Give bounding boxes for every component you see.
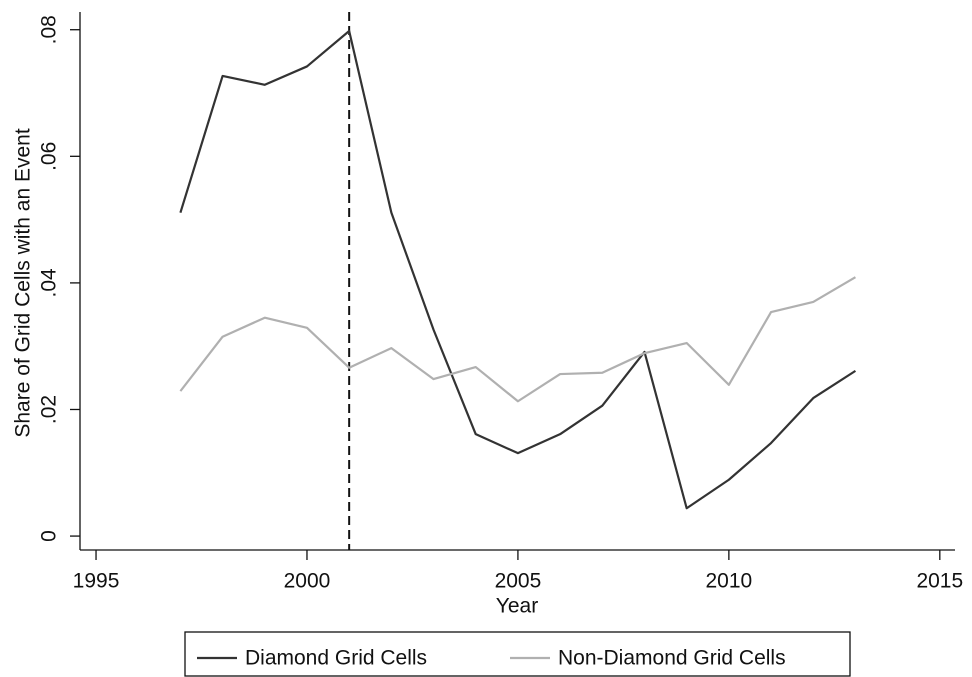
y-tick-label: .08 xyxy=(38,15,61,44)
y-tick-label: .06 xyxy=(38,142,61,171)
x-tick-label: 2010 xyxy=(706,570,753,593)
x-tick-label: 2005 xyxy=(495,570,542,593)
x-tick-label: 2015 xyxy=(916,570,963,593)
series-line xyxy=(179,276,856,403)
x-tick-label: 1995 xyxy=(73,570,120,593)
y-tick-label: .04 xyxy=(38,268,61,298)
y-axis-title: Share of Grid Cells with an Event xyxy=(12,128,35,437)
x-tick-label: 2000 xyxy=(284,570,331,593)
y-tick-label: .02 xyxy=(38,395,61,424)
series-line xyxy=(179,29,857,510)
legend-label: Diamond Grid Cells xyxy=(245,647,427,670)
legend-box xyxy=(184,631,851,677)
y-tick-label: 0 xyxy=(38,530,61,542)
legend-label: Non-Diamond Grid Cells xyxy=(558,647,786,670)
x-axis-title: Year xyxy=(496,595,538,618)
